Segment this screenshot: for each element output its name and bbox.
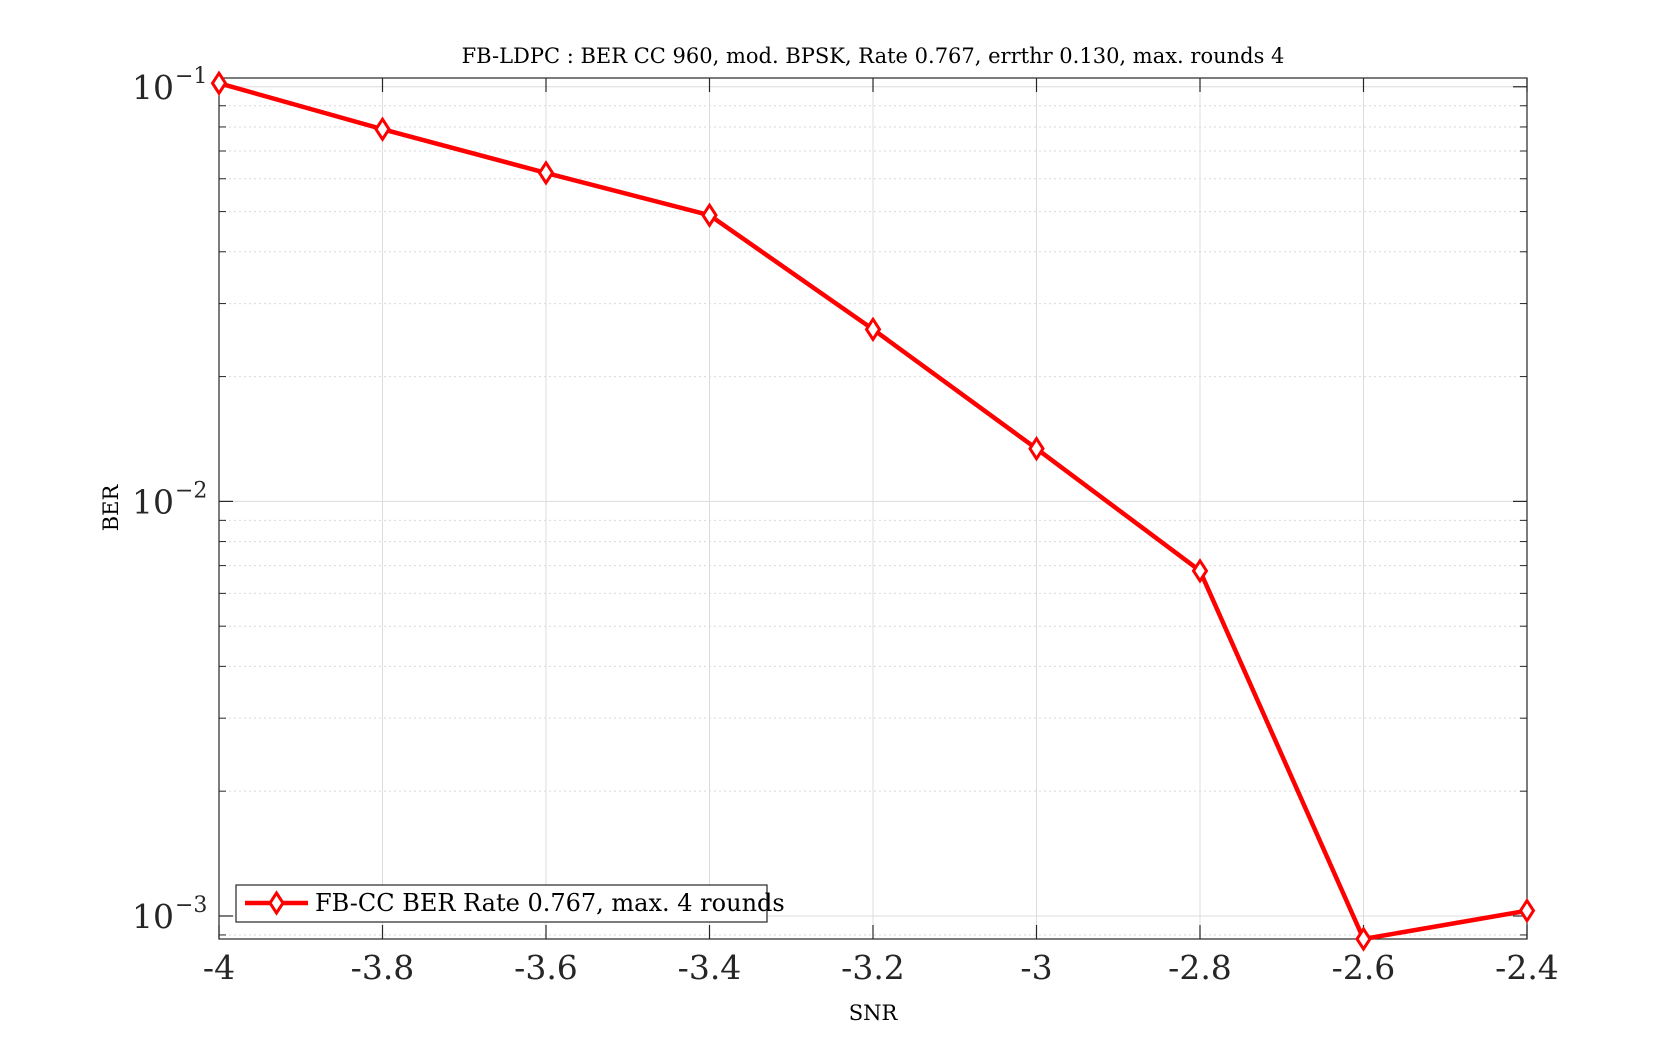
x-tick-label: -2.8 [1168, 948, 1232, 987]
data-point-marker [1518, 897, 1536, 924]
x-tick-label: -3.2 [841, 948, 905, 987]
series-layer [210, 70, 1536, 952]
data-point-marker [864, 316, 882, 343]
legend: FB-CC BER Rate 0.767, max. 4 rounds [235, 884, 785, 923]
y-tick-label-exponent: −2 [175, 478, 207, 503]
x-tick-label: -3.8 [351, 948, 415, 987]
x-axis-label: SNR [849, 1001, 899, 1025]
data-point-marker [210, 70, 228, 96]
legend-box [235, 884, 768, 923]
data-point-marker [1191, 558, 1209, 584]
x-tick-label: -3.4 [678, 948, 742, 987]
legend-marker-diamond [268, 890, 285, 916]
data-point-marker [1028, 435, 1045, 462]
data-point-marker [701, 202, 718, 228]
plot-frame [218, 77, 1528, 940]
x-tick-label: -2.4 [1495, 948, 1559, 987]
y-tick-label: 10 [132, 68, 174, 107]
x-tick-label: -2.6 [1332, 948, 1396, 987]
y-tick-labels: 10−110−210−3 [132, 64, 207, 936]
x-tick-label: -3 [1020, 948, 1052, 987]
y-tick-label: 10 [132, 897, 174, 936]
y-tick-label: 10 [132, 482, 174, 521]
y-axis-label: BER [99, 484, 123, 532]
data-point-marker [537, 160, 555, 186]
chart-title: FB-LDPC : BER CC 960, mod. BPSK, Rate 0.… [462, 44, 1285, 68]
data-point-marker [1355, 926, 1372, 952]
axis-ticks [218, 78, 1528, 939]
data-point-marker [374, 116, 391, 142]
y-tick-label-exponent: −3 [175, 893, 207, 918]
x-tick-label: -3.6 [514, 948, 578, 987]
legend-entry-label: FB-CC BER Rate 0.767, max. 4 rounds [315, 889, 785, 917]
x-tick-label: -4 [203, 948, 235, 987]
x-tick-labels: -4 -3.8 -3.6 -3.4 -3.2 -3 -2.8 -2.6 -2.4 [203, 948, 1559, 987]
y-tick-label-exponent: −1 [175, 64, 207, 89]
